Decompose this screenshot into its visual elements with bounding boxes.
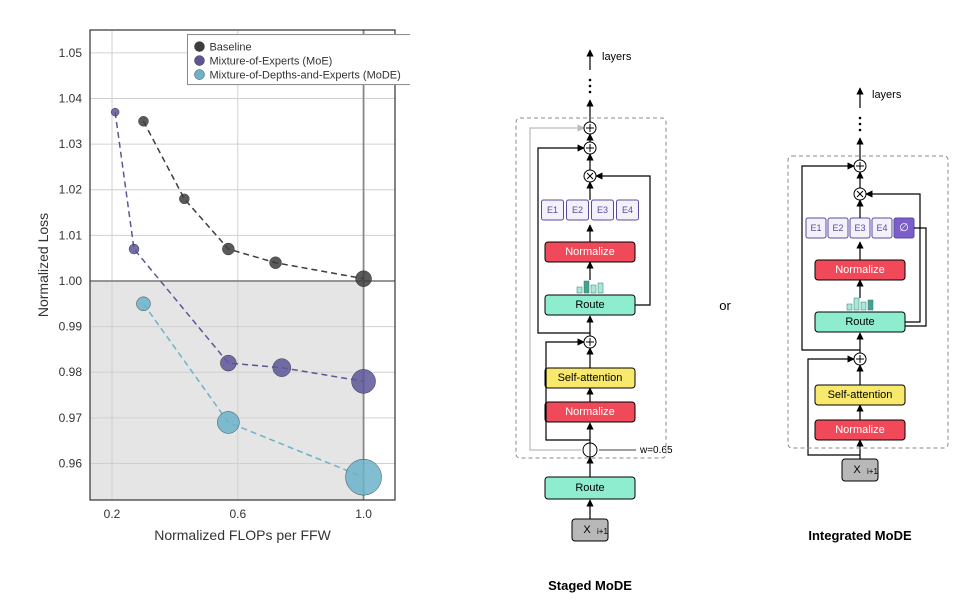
svg-text:E4: E4 — [622, 205, 633, 215]
svg-text:0.98: 0.98 — [59, 365, 83, 379]
svg-text:layers: layers — [872, 89, 902, 101]
svg-text:Baseline: Baseline — [209, 42, 251, 54]
svg-text:w=0.65: w=0.65 — [639, 445, 673, 456]
svg-text:Normalize: Normalize — [835, 264, 885, 276]
svg-text:X: X — [583, 524, 591, 536]
svg-text:i+1: i+1 — [597, 527, 608, 536]
svg-text:0.6: 0.6 — [229, 507, 246, 521]
svg-text:layers: layers — [602, 51, 632, 63]
svg-text:Normalize: Normalize — [565, 406, 615, 418]
svg-text:E1: E1 — [547, 205, 558, 215]
svg-text:E1: E1 — [810, 223, 821, 233]
svg-text:E3: E3 — [854, 223, 865, 233]
svg-text:E4: E4 — [876, 223, 887, 233]
svg-text:1.00: 1.00 — [59, 274, 83, 288]
svg-text:X: X — [853, 464, 861, 476]
svg-text:Normalized Loss: Normalized Loss — [35, 213, 51, 317]
svg-text:Normalize: Normalize — [565, 246, 615, 258]
svg-text:1.0: 1.0 — [355, 507, 372, 521]
svg-text:Self-attention: Self-attention — [558, 372, 623, 384]
svg-text:0.97: 0.97 — [59, 411, 83, 425]
svg-text:Self-attention: Self-attention — [828, 389, 893, 401]
loss-vs-flops-chart: 0.2 0.6 1.0 0.96 0.97 0.98 0.99 1.00 1.01 1.02 1.0… — [30, 20, 410, 550]
svg-text:E3: E3 — [597, 205, 608, 215]
svg-text:Mixture-of-Depths-and-Experts: Mixture-of-Depths-and-Experts (MoDE) — [209, 70, 400, 82]
svg-text:1.02: 1.02 — [59, 183, 83, 197]
svg-text:Route: Route — [575, 482, 604, 494]
svg-text:or: or — [719, 298, 731, 313]
svg-text:E2: E2 — [572, 205, 583, 215]
svg-text:1.05: 1.05 — [59, 46, 83, 60]
svg-text:Integrated MoDE: Integrated MoDE — [808, 528, 912, 543]
svg-text:0.96: 0.96 — [59, 456, 83, 470]
svg-text:Route: Route — [575, 299, 604, 311]
svg-text:Route: Route — [845, 316, 874, 328]
mode-architecture-diagrams: Staged MoDE Xi+1 Route w=0.65 Normalize Self-… — [460, 10, 960, 600]
svg-text:1.03: 1.03 — [59, 137, 83, 151]
svg-text:1.04: 1.04 — [59, 91, 83, 105]
svg-text:E2: E2 — [832, 223, 843, 233]
svg-text:Normalized FLOPs per FFW: Normalized FLOPs per FFW — [154, 527, 331, 543]
svg-text:0.99: 0.99 — [59, 320, 83, 334]
svg-text:0.2: 0.2 — [104, 507, 121, 521]
svg-text:Staged MoDE: Staged MoDE — [548, 578, 632, 593]
svg-text:i+1: i+1 — [867, 467, 878, 476]
svg-text:1.01: 1.01 — [59, 228, 83, 242]
svg-text:∅: ∅ — [899, 222, 909, 234]
svg-text:Normalize: Normalize — [835, 424, 885, 436]
svg-text:Mixture-of-Experts (MoE): Mixture-of-Experts (MoE) — [209, 56, 332, 68]
